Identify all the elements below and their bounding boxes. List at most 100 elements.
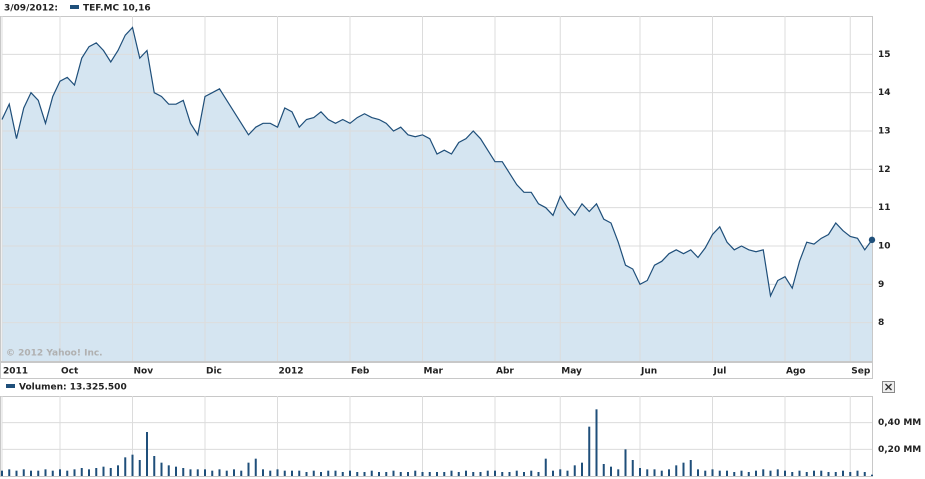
volume-bar [711,469,714,476]
volume-bar [51,470,54,476]
x-tick-label: 2012 [279,367,304,377]
volume-bar [102,466,105,476]
volume-bar [66,470,69,476]
volume-bar [421,472,424,476]
volume-bar [254,458,257,476]
volume-bar [291,470,293,476]
x-tick-label: Nov [134,367,154,377]
volume-bar [747,472,750,476]
credit: © 2012 Yahoo! Inc. [6,349,103,359]
volume-bar [204,469,206,476]
volume-bar [472,472,475,476]
legend-label: TEF.MC 10,16 [83,4,151,14]
volume-bar [356,472,359,476]
volume-bar [44,469,47,476]
volume-plot-frame [0,396,873,477]
volume-bar [15,470,18,476]
volume-bar [508,472,511,476]
volume-bar [769,470,772,476]
volume-bar [515,470,518,476]
volume-bar [494,470,496,476]
volume-bar [675,465,678,476]
volume-bar [334,470,337,476]
volume-bar [370,470,373,476]
volume-bar [247,462,250,476]
volume-bar [283,470,286,476]
volume-bar [530,470,533,476]
volume-bar [378,472,380,476]
volume-bar [639,468,641,476]
volume-bar [595,409,598,476]
volume-bar [109,468,112,476]
volume-bar [262,469,264,476]
volume-bar [755,470,757,476]
close-button[interactable] [882,381,895,393]
volume-bar [385,472,388,476]
volume-bar [22,469,25,476]
volume-bar [610,466,612,476]
volume-bar [486,470,489,476]
volume-bar [465,470,467,476]
y-tick-label: 11 [878,203,891,213]
volume-bar [88,469,90,476]
volume-bar [726,470,728,476]
volume-bar [450,470,453,476]
volume-bar [523,472,525,476]
volume-bar [849,472,852,476]
volume-bar [863,472,866,476]
x-tick-label: Sep [851,367,871,377]
volume-bar [631,460,634,476]
volume-bar [117,465,119,476]
volume-bar [138,460,141,476]
volume-bar [776,469,779,476]
volume-bar [827,472,830,476]
y-tick-label: 9 [878,280,884,290]
volume-bar [269,470,272,476]
volume-bar [813,470,815,476]
x-tick-label: Oct [61,367,79,377]
volume-bar [697,469,699,476]
volume-bar [73,469,76,476]
volume-bar [820,470,823,476]
header-date: 3/09/2012: [4,4,58,14]
volume-bar [175,466,177,476]
volume-bar [559,469,562,476]
volume-bar [544,458,547,476]
volume-bar [1,470,3,476]
volume-bar [718,470,721,476]
volume-bar [399,472,402,476]
x-tick-label: Jul [713,367,727,377]
volume-bar [240,470,243,476]
y-tick-label: 13 [878,127,891,137]
volume-bar [581,462,583,476]
volume-bar [856,470,859,476]
volume-bar [276,469,279,476]
volume-bar [682,462,685,476]
volume-bar [834,472,837,476]
volume-bar [95,468,98,476]
volume-bar [428,472,431,476]
volume-bar [167,465,170,476]
volume-bar [537,472,540,476]
volume-bar [392,470,395,476]
volume-bar [160,462,163,476]
volume-bar [30,470,32,476]
volume-bar [704,470,707,476]
volume-bar [588,426,591,476]
volume-bar [871,474,873,476]
volume-bar [762,469,765,476]
volume-bar [646,469,649,476]
price-line [1,26,873,298]
volume-bar [501,472,504,476]
volume-bar [443,472,446,476]
y-tick-label: 0,20 MM [878,445,921,455]
close-icon[interactable] [885,383,892,391]
volume-bar [653,469,656,476]
y-tick-label: 12 [878,165,891,175]
volume-bar [784,470,786,476]
y-tick-label: 14 [878,88,891,98]
y-tick-label: 8 [878,318,884,328]
volume-bar [479,472,482,476]
volume-bar [37,470,40,476]
